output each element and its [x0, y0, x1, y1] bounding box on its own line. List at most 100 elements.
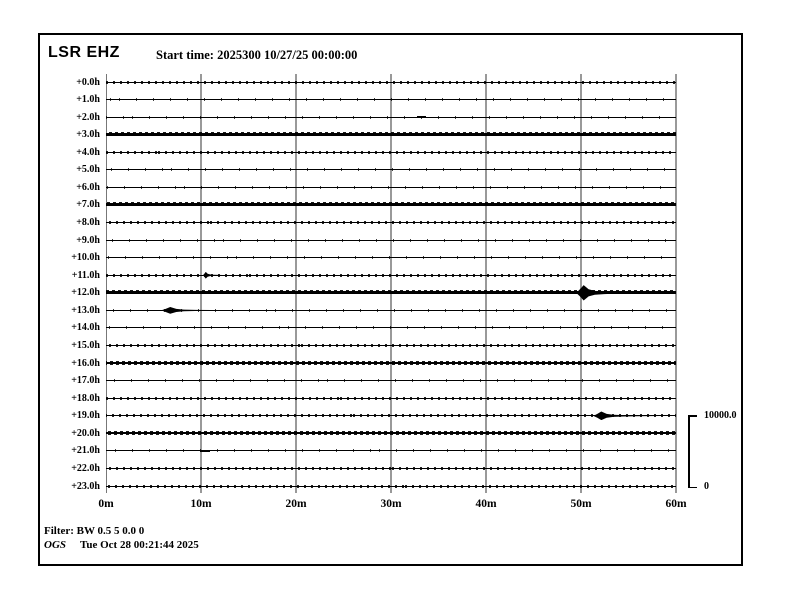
trace-noise: [106, 379, 676, 383]
scale-bracket-top-tick: [688, 415, 697, 417]
trace-row: [106, 80, 676, 85]
hour-label: +5.0h: [76, 164, 100, 176]
trace-noise: [106, 360, 676, 365]
trace-noise: [106, 308, 676, 312]
hour-label: +6.0h: [76, 181, 100, 193]
trace-noise: [106, 238, 676, 242]
grid-line-20m: [295, 74, 297, 493]
hour-label: +15.0h: [71, 340, 100, 352]
x-tick-label: 10m: [190, 498, 212, 510]
trace-noise: [106, 326, 676, 330]
grid-line-30m: [390, 74, 392, 493]
hour-label: +7.0h: [76, 199, 100, 211]
filter-label: Filter: BW 0.5 5 0.0 0: [44, 525, 145, 537]
hour-label: +13.0h: [71, 304, 100, 316]
x-tick-label: 60m: [665, 498, 687, 510]
agency-label: OGS: [44, 539, 67, 551]
x-tick-label: 50m: [570, 498, 592, 510]
event-burst: [416, 116, 427, 119]
grid-line-50m: [580, 74, 582, 493]
grid-line-0m: [106, 74, 108, 493]
trace-noise: [106, 98, 676, 102]
scale-bracket-bottom-tick: [688, 486, 697, 488]
hour-label: +18.0h: [71, 392, 100, 404]
timestamp-label: Tue Oct 28 00:21:44 2025: [80, 539, 199, 551]
scale-max-label: 10000.0: [704, 410, 737, 421]
event-burst: [200, 449, 210, 452]
hour-label: +23.0h: [71, 480, 100, 492]
hour-label: +9.0h: [76, 234, 100, 246]
trace-row: [106, 202, 676, 207]
trace-row: [106, 411, 676, 421]
trace-row: [106, 97, 676, 102]
trace-row: [106, 378, 676, 383]
trace-row: [106, 115, 676, 120]
hour-label: +3.0h: [76, 129, 100, 141]
hour-label: +8.0h: [76, 217, 100, 229]
trace-noise: [106, 132, 676, 137]
trace-row: [106, 484, 676, 489]
trace-noise: [106, 484, 676, 488]
trace-noise: [106, 185, 676, 189]
trace-noise: [106, 290, 676, 295]
trace-noise: [106, 115, 676, 119]
trace-noise: [106, 150, 676, 154]
trace-noise: [106, 344, 676, 348]
event-burst: [202, 271, 227, 279]
hour-label: +21.0h: [71, 445, 100, 457]
hour-label: +12.0h: [71, 287, 100, 299]
trace-row: [106, 238, 676, 243]
hour-label: +14.0h: [71, 322, 100, 334]
trace-row: [106, 343, 676, 348]
trace-row: [106, 185, 676, 190]
trace-noise: [106, 256, 676, 260]
trace-noise: [106, 467, 676, 471]
hour-label: +16.0h: [71, 357, 100, 369]
x-tick-label: 20m: [285, 498, 307, 510]
trace-row: [106, 132, 676, 137]
trace-row: [106, 271, 676, 279]
trace-noise: [106, 396, 676, 400]
trace-row: [106, 220, 676, 225]
trace-noise: [106, 273, 676, 277]
trace-row: [106, 325, 676, 330]
hour-label: +11.0h: [71, 269, 100, 281]
hour-label: +0.0h: [76, 76, 100, 88]
trace-row: [106, 448, 676, 453]
trace-row: [106, 255, 676, 260]
trace-noise: [106, 202, 676, 207]
hour-label: +10.0h: [71, 252, 100, 264]
trace-row: [106, 396, 676, 401]
station-title: LSR EHZ: [48, 44, 120, 61]
trace-noise: [106, 221, 676, 225]
x-tick-label: 30m: [380, 498, 402, 510]
hour-label: +4.0h: [76, 146, 100, 158]
trace-noise: [106, 80, 676, 84]
hour-label: +1.0h: [76, 94, 100, 106]
grid-line-10m: [200, 74, 202, 493]
event-burst: [161, 307, 238, 314]
trace-row: [106, 307, 676, 314]
trace-row: [106, 285, 676, 301]
hour-label: +22.0h: [71, 463, 100, 475]
start-time-label: Start time: 2025300 10/27/25 00:00:00: [156, 48, 358, 62]
hour-label: +20.0h: [71, 427, 100, 439]
trace-noise: [106, 449, 676, 453]
x-tick-label: 40m: [475, 498, 497, 510]
hour-label: +17.0h: [71, 375, 100, 387]
trace-row: [106, 466, 676, 471]
trace-noise: [106, 168, 676, 172]
hour-label: +19.0h: [71, 410, 100, 422]
grid-line-40m: [485, 74, 487, 493]
hour-label: +2.0h: [76, 111, 100, 123]
scale-bracket-vertical: [688, 415, 690, 488]
trace-noise: [106, 414, 676, 418]
event-burst: [593, 411, 660, 421]
trace-row: [106, 167, 676, 172]
trace-row: [106, 360, 676, 366]
grid-line-60m: [675, 74, 677, 493]
trace-noise: [106, 430, 676, 435]
footer-credit-line: OGS Tue Oct 28 00:21:44 2025: [44, 539, 199, 551]
scale-min-label: 0: [704, 481, 709, 492]
